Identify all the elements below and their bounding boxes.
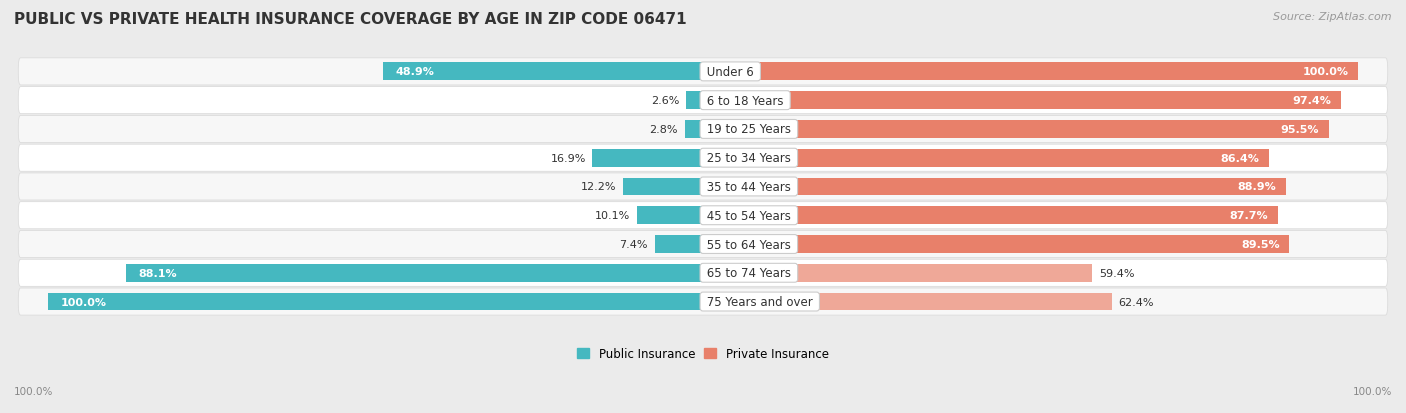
Text: 12.2%: 12.2%	[581, 182, 616, 192]
Bar	[703, 264, 1092, 282]
Text: 89.5%: 89.5%	[1241, 240, 1279, 249]
Bar	[703, 121, 1329, 138]
Text: Source: ZipAtlas.com: Source: ZipAtlas.com	[1274, 12, 1392, 22]
Text: Under 6: Under 6	[703, 66, 758, 79]
Bar	[703, 293, 1112, 311]
FancyBboxPatch shape	[18, 260, 1388, 287]
Text: 75 Years and over: 75 Years and over	[703, 295, 817, 308]
Text: 35 to 44 Years: 35 to 44 Years	[703, 180, 794, 194]
Text: 100.0%: 100.0%	[1302, 67, 1348, 77]
Text: 2.8%: 2.8%	[650, 125, 678, 135]
Bar	[703, 235, 1289, 253]
FancyBboxPatch shape	[18, 88, 1388, 114]
Bar	[637, 207, 703, 225]
Text: 2.6%: 2.6%	[651, 96, 679, 106]
FancyBboxPatch shape	[18, 145, 1388, 172]
Bar	[382, 63, 703, 81]
FancyBboxPatch shape	[18, 59, 1388, 86]
Text: 59.4%: 59.4%	[1098, 268, 1135, 278]
Text: 97.4%: 97.4%	[1292, 96, 1331, 106]
Bar	[703, 150, 1270, 167]
Bar	[125, 264, 703, 282]
Text: PUBLIC VS PRIVATE HEALTH INSURANCE COVERAGE BY AGE IN ZIP CODE 06471: PUBLIC VS PRIVATE HEALTH INSURANCE COVER…	[14, 12, 686, 27]
Text: 7.4%: 7.4%	[620, 240, 648, 249]
Text: 48.9%: 48.9%	[395, 67, 434, 77]
Text: 88.1%: 88.1%	[139, 268, 177, 278]
Text: 6 to 18 Years: 6 to 18 Years	[703, 95, 787, 107]
Text: 19 to 25 Years: 19 to 25 Years	[703, 123, 794, 136]
Bar	[703, 63, 1358, 81]
Text: 95.5%: 95.5%	[1281, 125, 1319, 135]
Bar	[703, 207, 1278, 225]
Legend: Public Insurance, Private Insurance: Public Insurance, Private Insurance	[572, 342, 834, 365]
Bar	[623, 178, 703, 196]
Text: 55 to 64 Years: 55 to 64 Years	[703, 238, 794, 251]
Bar	[655, 235, 703, 253]
FancyBboxPatch shape	[18, 288, 1388, 315]
Text: 88.9%: 88.9%	[1237, 182, 1275, 192]
Text: 100.0%: 100.0%	[60, 297, 107, 307]
Text: 86.4%: 86.4%	[1220, 153, 1260, 163]
Bar	[703, 92, 1341, 110]
Bar	[686, 92, 703, 110]
Bar	[703, 178, 1285, 196]
FancyBboxPatch shape	[18, 231, 1388, 258]
Text: 25 to 34 Years: 25 to 34 Years	[703, 152, 794, 165]
Text: 87.7%: 87.7%	[1229, 211, 1268, 221]
Bar	[48, 293, 703, 311]
Text: 100.0%: 100.0%	[1353, 387, 1392, 396]
FancyBboxPatch shape	[18, 173, 1388, 200]
Text: 100.0%: 100.0%	[14, 387, 53, 396]
Text: 62.4%: 62.4%	[1118, 297, 1154, 307]
Text: 65 to 74 Years: 65 to 74 Years	[703, 267, 794, 280]
FancyBboxPatch shape	[18, 116, 1388, 143]
Text: 45 to 54 Years: 45 to 54 Years	[703, 209, 794, 222]
Text: 16.9%: 16.9%	[550, 153, 586, 163]
Text: 10.1%: 10.1%	[595, 211, 630, 221]
FancyBboxPatch shape	[18, 202, 1388, 229]
Bar	[592, 150, 703, 167]
Bar	[685, 121, 703, 138]
